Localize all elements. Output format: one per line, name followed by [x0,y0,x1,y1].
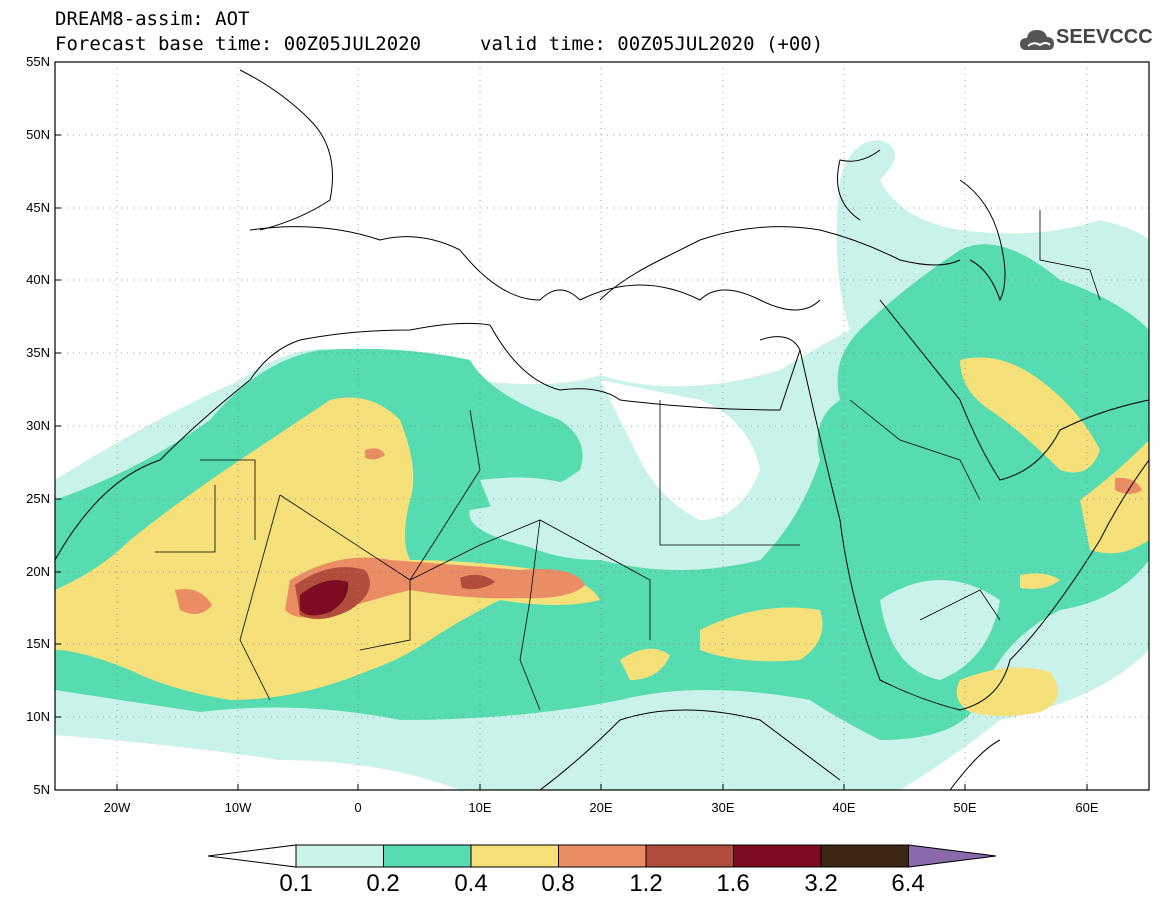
colorbar-label: 3.2 [804,870,838,897]
clear-area [480,477,620,560]
colorbar-bin-7 [820,844,909,868]
aot-contour-0-8 [365,448,385,460]
lat-label-55n: 55N [26,54,50,69]
lon-label-50e: 50E [953,800,977,815]
aot-contour-0-8 [1115,477,1142,494]
aot-contour-0-4 [1080,440,1149,554]
colorbar-bin-4 [558,844,647,868]
cloud-logo-icon [1020,30,1054,50]
colorbar-label: 0.1 [279,870,313,897]
clear-area [880,580,1000,680]
lat-label-5n: 5N [33,782,50,797]
lon-label-20e: 20E [589,800,613,815]
lat-label-25n: 25N [26,491,50,506]
colorbar-label: 0.8 [541,870,575,897]
lon-label-60e: 60E [1075,800,1099,815]
chart-title: DREAM8-assim: AOT [55,8,250,30]
forecast-base-time: Forecast base time: 00Z05JUL2020 [55,33,422,55]
colorbar-label: 6.4 [891,870,925,897]
aot-contour-1-6 [300,580,349,616]
colorbar-over-arrow [908,844,997,868]
colorbar-bin-5 [645,844,734,868]
lon-label-0: 0 [354,800,362,815]
clear-area [660,410,700,470]
lat-label-45n: 45N [26,200,50,215]
aot-contour-0-4 [700,607,823,662]
lon-label-10e: 10E [468,800,492,815]
lat-label-50n: 50N [26,127,50,142]
aot-contour-0-4 [956,667,1058,716]
lon-label-20w: 20W [103,800,131,815]
colorbar [207,844,997,868]
valid-time: valid time: 00Z05JUL2020 (+00) [480,33,824,55]
lat-label-15n: 15N [26,636,50,651]
lon-label-10w: 10W [224,800,252,815]
lat-label-35n: 35N [26,345,50,360]
colorbar-bin-6 [733,844,822,868]
aot-contour-1-2 [460,574,495,590]
colorbar-bin-3 [470,844,559,868]
aot-contour-0-4 [55,397,600,700]
colorbar-bin-2 [383,844,472,868]
aot-contour-0-8 [175,589,212,614]
lat-label-10n: 10N [26,709,50,724]
aot-field [55,140,1149,790]
lat-label-30n: 30N [26,418,50,433]
aot-contour-0-4 [620,648,670,680]
lat-label-20n: 20N [26,564,50,579]
aot-contour-0-4 [1020,573,1060,589]
borders [155,210,1101,711]
logo-text: SEEVCCC [1056,26,1153,48]
colorbar-label: 1.6 [716,870,750,897]
axis-ticks [55,134,1088,790]
colorbar-bin-1 [295,844,384,868]
lon-label-30e: 30E [711,800,735,815]
aot-contour-0-4 [960,357,1100,473]
colorbar-label: 0.2 [366,870,400,897]
colorbar-under-arrow [207,844,297,868]
colorbar-label: 0.4 [454,870,488,897]
coastlines [55,69,1149,790]
graticule [55,62,1149,790]
colorbar-label: 1.2 [629,870,663,897]
lat-label-40n: 40N [26,272,50,287]
lon-label-40e: 40E [832,800,856,815]
